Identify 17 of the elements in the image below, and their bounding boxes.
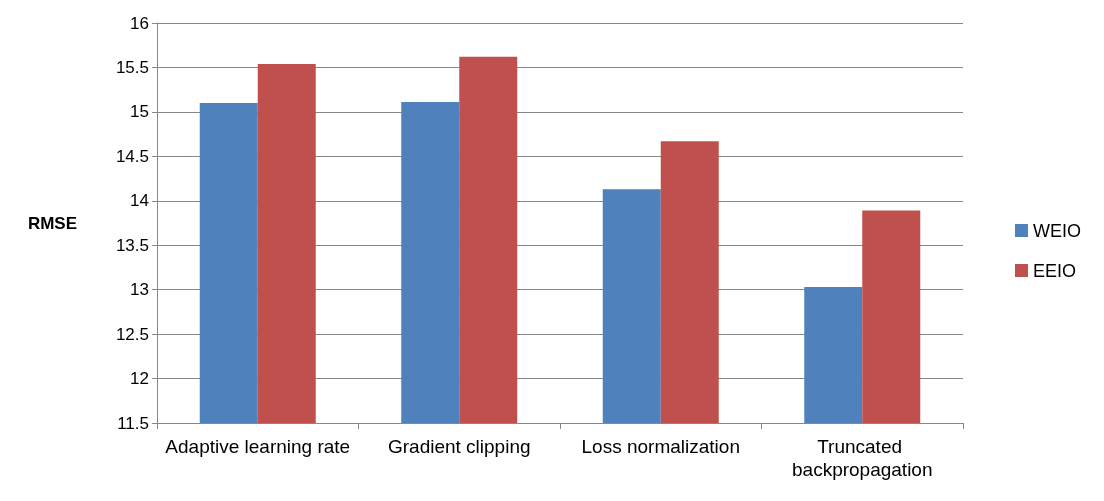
y-tick-label: 15 <box>130 102 149 122</box>
x-tick-label: Loss normalization <box>581 436 740 457</box>
legend-label: EEIO <box>1033 260 1077 281</box>
y-tick-label: 13 <box>130 280 149 300</box>
x-tick-label: Gradient clipping <box>387 436 531 457</box>
y-tick-label: 15.5 <box>115 57 149 77</box>
y-tick-label: 14.5 <box>115 146 149 166</box>
y-tick-label: 11.5 <box>117 413 149 433</box>
y-tick-label: 12 <box>130 369 149 389</box>
y-tick-label: 12.5 <box>115 324 149 344</box>
y-tick-label: 13.5 <box>115 235 149 255</box>
y-axis-title: RMSE <box>27 213 77 233</box>
y-tick-label: 14 <box>130 191 149 211</box>
legend-label: WEIO <box>1033 220 1081 241</box>
x-tick-label: Adaptive learning rate <box>165 436 351 457</box>
y-tick-label: 16 <box>130 13 149 33</box>
x-tick-label: Truncated backpropagation <box>792 436 933 480</box>
